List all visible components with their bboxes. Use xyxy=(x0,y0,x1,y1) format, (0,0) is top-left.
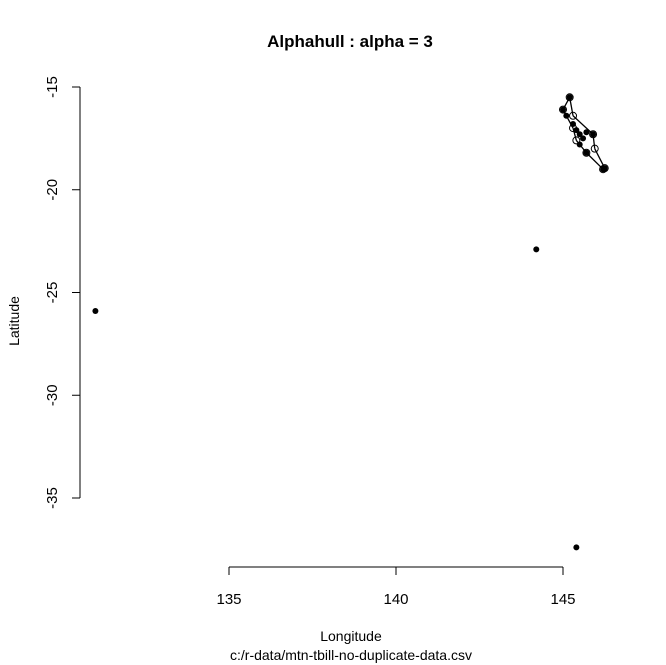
file-path-subtitle: c:/r-data/mtn-tbill-no-duplicate-data.cs… xyxy=(230,647,472,663)
data-point xyxy=(570,120,577,127)
y-tick-label: -20 xyxy=(44,179,61,201)
data-point xyxy=(580,135,587,142)
data-point xyxy=(576,141,583,148)
x-tick-label: 145 xyxy=(550,591,575,608)
y-tick-label: -35 xyxy=(44,487,61,509)
hull-vertex-marker xyxy=(582,148,591,157)
hull-vertex-marker xyxy=(559,105,567,114)
hull-vertex-marker xyxy=(565,93,574,102)
hull-edge xyxy=(572,115,594,135)
data-point xyxy=(590,131,597,138)
y-tick-label: -30 xyxy=(44,384,61,406)
data-point xyxy=(566,94,573,101)
x-tick-label: 140 xyxy=(383,591,408,608)
data-point xyxy=(601,165,608,172)
data-point xyxy=(576,131,583,138)
hull-vertex-marker xyxy=(590,144,599,153)
hull-vertex-marker xyxy=(589,130,598,139)
x-tick-label: 135 xyxy=(216,591,241,608)
x-axis-label: Longitude xyxy=(320,628,382,644)
data-point xyxy=(560,106,566,113)
data-point xyxy=(573,544,580,551)
chart-title: Alphahull : alpha = 3 xyxy=(267,32,433,51)
hull-vertex-marker xyxy=(572,136,581,145)
data-points xyxy=(92,94,608,551)
y-axis: -15 -20 -25 -30 -35 xyxy=(44,76,81,509)
y-axis-label: Latitude xyxy=(6,296,22,346)
hull-vertex-marker xyxy=(569,111,578,120)
data-point xyxy=(533,246,540,253)
y-tick-label: -15 xyxy=(44,76,61,98)
data-point xyxy=(583,129,590,136)
data-point xyxy=(563,112,570,119)
y-tick-label: -25 xyxy=(44,282,61,304)
x-axis: 135 140 145 xyxy=(216,566,576,608)
data-point xyxy=(92,307,99,314)
data-point xyxy=(583,149,590,156)
data-point xyxy=(573,127,580,134)
